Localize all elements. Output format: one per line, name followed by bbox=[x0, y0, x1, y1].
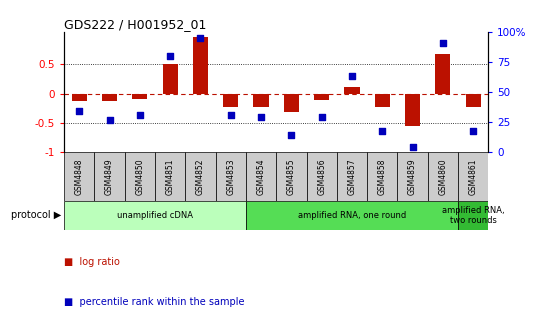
Bar bbox=[367, 153, 397, 201]
Bar bbox=[64, 201, 246, 230]
Point bbox=[408, 144, 417, 149]
Bar bbox=[215, 153, 246, 201]
Bar bbox=[193, 37, 208, 94]
Text: GSM4856: GSM4856 bbox=[317, 158, 326, 195]
Bar bbox=[94, 153, 125, 201]
Bar bbox=[405, 94, 420, 126]
Point bbox=[287, 132, 296, 137]
Bar bbox=[253, 94, 268, 107]
Bar bbox=[64, 153, 94, 201]
Text: GSM4858: GSM4858 bbox=[378, 158, 387, 195]
Bar bbox=[246, 153, 276, 201]
Point bbox=[75, 109, 84, 114]
Text: GSM4853: GSM4853 bbox=[227, 158, 235, 195]
Text: GSM4849: GSM4849 bbox=[105, 158, 114, 195]
Point bbox=[348, 73, 357, 79]
Bar bbox=[465, 94, 480, 107]
Point bbox=[196, 36, 205, 41]
Point bbox=[136, 112, 145, 118]
Bar bbox=[162, 64, 178, 94]
Bar bbox=[102, 94, 117, 101]
Point bbox=[378, 129, 387, 134]
Text: GSM4848: GSM4848 bbox=[75, 158, 84, 195]
Text: GSM4857: GSM4857 bbox=[348, 158, 357, 195]
Text: GSM4855: GSM4855 bbox=[287, 158, 296, 195]
Text: GSM4860: GSM4860 bbox=[439, 158, 448, 195]
Bar bbox=[344, 87, 359, 94]
Bar bbox=[246, 201, 458, 230]
Text: amplified RNA,
two rounds: amplified RNA, two rounds bbox=[442, 206, 504, 225]
Bar bbox=[458, 201, 488, 230]
Point bbox=[439, 40, 448, 46]
Text: protocol ▶: protocol ▶ bbox=[11, 210, 61, 220]
Point bbox=[105, 117, 114, 122]
Bar bbox=[427, 153, 458, 201]
Bar bbox=[223, 94, 238, 107]
Bar bbox=[458, 153, 488, 201]
Bar bbox=[155, 153, 185, 201]
Bar bbox=[132, 94, 147, 99]
Bar bbox=[397, 153, 427, 201]
Bar bbox=[314, 94, 329, 99]
Text: unamplified cDNA: unamplified cDNA bbox=[117, 211, 193, 220]
Point bbox=[227, 112, 235, 118]
Text: GSM4859: GSM4859 bbox=[408, 158, 417, 195]
Bar bbox=[276, 153, 306, 201]
Point bbox=[166, 53, 175, 59]
Text: GSM4854: GSM4854 bbox=[257, 158, 266, 195]
Text: GSM4850: GSM4850 bbox=[136, 158, 145, 195]
Bar bbox=[185, 153, 215, 201]
Bar bbox=[125, 153, 155, 201]
Text: ■  percentile rank within the sample: ■ percentile rank within the sample bbox=[64, 297, 244, 307]
Point bbox=[257, 115, 266, 120]
Text: GDS222 / H001952_01: GDS222 / H001952_01 bbox=[64, 18, 206, 31]
Bar bbox=[284, 94, 299, 113]
Bar bbox=[72, 94, 87, 101]
Point bbox=[469, 129, 478, 134]
Text: ■  log ratio: ■ log ratio bbox=[64, 257, 120, 267]
Text: GSM4861: GSM4861 bbox=[469, 158, 478, 195]
Text: GSM4852: GSM4852 bbox=[196, 158, 205, 195]
Text: GSM4851: GSM4851 bbox=[166, 158, 175, 195]
Bar bbox=[306, 153, 337, 201]
Bar bbox=[374, 94, 390, 107]
Point bbox=[317, 115, 326, 120]
Text: amplified RNA, one round: amplified RNA, one round bbox=[298, 211, 406, 220]
Bar bbox=[435, 54, 450, 94]
Bar bbox=[337, 153, 367, 201]
